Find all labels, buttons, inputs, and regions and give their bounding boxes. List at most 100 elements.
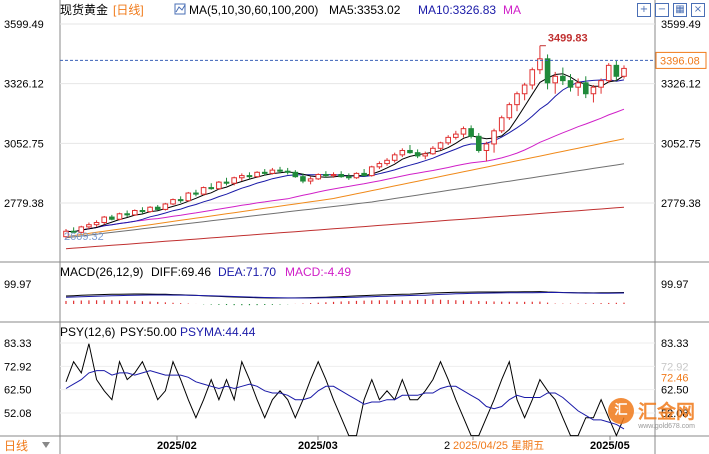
candle-body [613,64,620,77]
watermark: 汇 汇金网 [607,397,695,424]
ma100-line [65,163,625,239]
candle-body [514,93,520,106]
ma-tag: MA [503,3,521,17]
psy-tick-right: 72.92 [661,361,689,373]
symbol-label: 现货黄金 [60,2,108,17]
psy-tick-left: 62.50 [4,385,32,397]
macd-diff-line [65,291,625,299]
candle-body [376,163,383,168]
price-tick-left: 3326.12 [4,79,44,91]
candle-body [216,181,222,190]
candle-body [437,142,444,149]
psy-tick-left: 72.92 [4,361,32,373]
price-tick-right: 3326.12 [661,79,701,91]
watermark-text: 汇金网 [637,401,695,423]
candle-body [323,173,329,177]
candle-body [300,176,306,182]
candle-body [277,169,283,172]
ma200-line [65,206,625,250]
candle-body [292,171,299,178]
candle-body [200,187,207,195]
candle-body [537,58,543,71]
candle-body [346,176,352,179]
macd-tick-right: 99.97 [661,279,689,291]
candle-body [468,128,474,137]
ma5-line [65,73,625,233]
watermark-url: www.gold678.com [638,423,695,430]
macd-hist-value: MACD:-4.49 [285,265,351,279]
candle-body [483,143,490,151]
macd-dea-line [65,291,625,299]
candle-body [185,192,192,202]
candle-body [414,152,421,157]
macd-tick-left: 99.97 [4,279,32,291]
psyma-value: PSYMA:44.44 [180,325,256,339]
psy-line [65,343,625,437]
current-price-label: 3396.08 [660,55,700,67]
candle-body [307,178,314,182]
candle-body [254,171,260,178]
grid-icon[interactable]: ▦ [673,3,687,17]
candle-body [491,130,497,145]
candle-body [498,117,505,132]
ma60-line [65,138,625,238]
macd-name: MACD(26,12,9) [60,265,143,279]
candle-body [399,149,406,156]
candle-body [101,216,108,224]
candle-body [269,169,276,174]
candle-body [567,80,574,88]
candle-body [453,133,459,138]
candle-body [78,226,85,233]
candle-body [139,210,146,213]
psy-tick-right: 83.33 [661,338,689,350]
candle-body [223,181,230,184]
candle-body [445,136,451,144]
candle-body [552,75,558,84]
candle-body [391,154,398,161]
ma-params-label: MA(5,10,30,60,100,200) [189,3,318,17]
price-tick-left: 3052.75 [4,138,44,150]
candle-body [231,177,237,184]
candle-body [132,210,138,216]
ma5-value: MA5:3353.02 [329,3,401,17]
plus-icon[interactable]: + [637,3,651,17]
price-tick-left: 3599.49 [4,19,44,31]
psyma-line [65,370,625,430]
price-tick-right: 3599.49 [661,19,701,31]
candle-body [422,153,429,157]
psy-tick-right: 62.50 [661,385,689,397]
candle-body [330,173,337,177]
minus-icon[interactable]: − [655,3,669,17]
x-axis-label: 2025/05 [590,440,630,452]
candle-body [338,173,344,178]
candle-body [575,82,581,88]
candle-body [239,175,245,179]
price-tick-right: 3052.75 [661,138,701,150]
x-axis-label: 2025/02 [157,440,197,452]
footer-period-tag: 日线 [4,439,28,453]
candle-body [154,206,161,210]
x-axis-marker: 2 [444,440,450,452]
psy-value: PSY:50.00 [120,325,177,339]
candle-body [63,230,69,238]
x-axis-label: 2025/03 [298,440,338,452]
psy-tick-left: 83.33 [4,338,32,350]
candle-body [86,224,92,228]
candle-body [177,199,184,202]
candle-body [193,192,199,195]
candle-body [261,171,268,174]
close-icon[interactable]: × [691,3,705,17]
candle-body [70,230,77,233]
candle-body [368,166,375,177]
period-label: [日线] [113,3,144,17]
candle-body [529,69,536,86]
candle-body [598,80,604,88]
candle-body [208,187,215,190]
high-price-label: 3499.83 [548,33,588,45]
candle-body [460,128,467,135]
candle-body [407,149,413,154]
candle-body [590,86,597,95]
candle-body [315,173,322,180]
macd-diff-value: DIFF:69.46 [151,265,211,279]
